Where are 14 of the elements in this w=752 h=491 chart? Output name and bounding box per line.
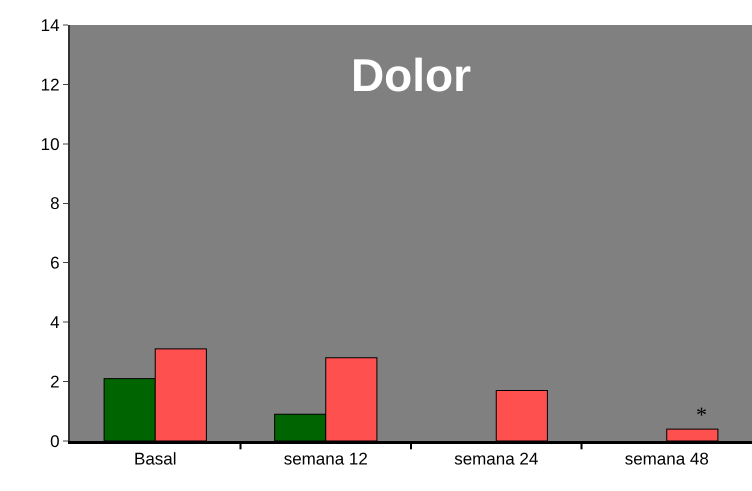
x-tick-label: semana 24 [454, 449, 538, 468]
y-tick-label: 8 [50, 194, 60, 214]
x-tick-label: semana 48 [624, 449, 709, 468]
y-tick-label: 4 [50, 313, 60, 332]
y-tick-label: 10 [40, 134, 60, 154]
x-tick-label: semana 12 [284, 449, 368, 468]
annotation: * [696, 402, 707, 427]
y-tick-label: 6 [50, 254, 60, 273]
y-tick-label: 14 [40, 16, 60, 35]
y-tick-label: 0 [50, 432, 60, 451]
text: Dolor [350, 49, 472, 102]
y-tick-label: 12 [40, 75, 60, 94]
y-tick-label: 2 [50, 372, 60, 392]
x-tick-label: Basal [134, 449, 177, 468]
